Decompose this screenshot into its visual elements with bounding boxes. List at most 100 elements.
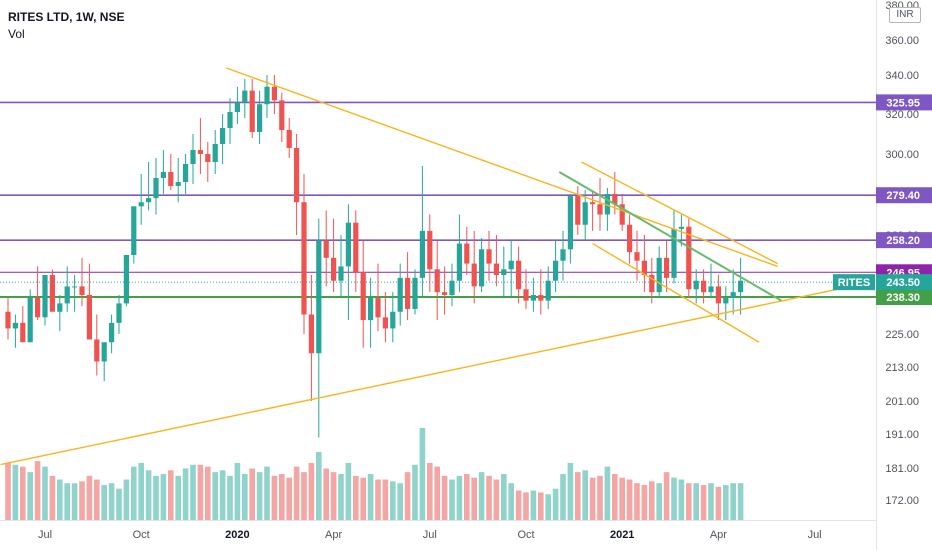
volume-bar [530,490,537,520]
time-tick-label: Oct [517,529,534,541]
candle-body [405,277,411,309]
candle-body [205,154,211,162]
volume-bar [538,492,544,520]
volume-bar [582,470,588,520]
volume-bar [249,468,255,520]
volume-bar [427,462,433,520]
candle-body [382,317,388,329]
price-tick-label: 213.00 [885,362,919,374]
level-badge-bg [876,232,932,249]
volume-bar [464,474,470,520]
candle-body [730,292,736,298]
volume-bar [323,468,329,520]
volume-bar [626,479,633,520]
last-price-badge-bg [876,274,932,291]
candle-body [604,194,610,215]
volume-bar [79,481,85,520]
candle-body [523,289,529,301]
time-tick-label: Jul [38,529,52,541]
candle-body [5,311,11,329]
volume-bar [219,470,226,520]
trend-line [226,67,778,268]
volume-bar [471,477,477,520]
volume-bar [190,464,196,520]
volume-bar [308,462,315,520]
price-tick-label: 360.00 [885,35,919,47]
volume-bar [567,462,574,520]
candle-body [316,240,322,354]
time-tick-label: Jul [423,529,437,541]
volume-bar [686,483,692,520]
volume-bar [678,479,685,520]
candle-body [138,202,144,207]
candle-body [701,280,707,293]
price-tick-label: 201.00 [885,396,919,408]
level-badge-bg [876,94,932,111]
volume-bar [649,481,655,520]
candle-body [294,148,300,203]
volume-bar [501,474,507,520]
candle-body [360,272,366,321]
volume-bar [723,485,729,520]
time-tick-label: 2020 [225,529,249,541]
volume-bar [212,472,218,520]
candle-body [271,86,277,101]
volume-bar [700,485,707,520]
candle-body [64,286,70,304]
volume-bar [34,461,41,520]
candle-body [331,257,337,281]
time-axis: Jul Oct 2020 Apr Jul Oct 2021 Apr Jul [38,529,822,541]
candle-body [345,222,351,267]
candle-body [116,303,122,323]
volume-bar [641,485,648,520]
currency-button[interactable]: INR [889,7,921,23]
candle-body [634,252,640,261]
candle-body [49,275,55,312]
candle-body [449,280,455,295]
volume-bar [515,490,522,520]
candle-body [516,260,522,290]
candle-body [627,224,633,253]
candle-body [686,226,692,290]
candle-body [101,342,107,362]
candle-body [590,202,596,205]
volume-bar [345,462,352,520]
time-tick-label: Apr [710,529,727,541]
candle-body [131,206,137,255]
volume-bar [42,466,48,520]
candle-body [693,280,699,290]
candle-body [168,172,174,186]
plot-area [0,67,876,520]
candle-body [109,322,115,343]
volume-bar [634,483,640,520]
volume-bar [94,479,100,520]
candles [5,75,744,438]
volume-bar [375,479,381,520]
volume-bar [256,472,263,520]
volume-label: Vol [8,27,25,41]
volume-bar [597,475,603,520]
candle-body [434,269,440,293]
level-badge-bg [876,187,932,204]
candle-body [508,260,514,270]
volume-bar [20,466,26,520]
volume-bar [353,475,359,520]
volume-bar [293,466,300,520]
candle-body [27,297,33,343]
volume-bar [382,479,389,520]
symbol-tag: RITES [838,277,870,289]
price-axis: 380.00360.00340.00320.00300.00280.00260.… [885,0,919,507]
volume-bar [523,492,529,520]
volume-bar [619,477,625,520]
candle-body [427,230,433,270]
volume-bar [508,483,514,520]
volume-bar [86,475,93,520]
trend-line [592,242,760,343]
volume-bar [715,486,722,520]
candle-body [264,86,270,105]
candle-body [338,266,344,281]
volume-bar [49,475,56,520]
volume-bar [123,479,130,520]
volume-bar [397,483,403,520]
